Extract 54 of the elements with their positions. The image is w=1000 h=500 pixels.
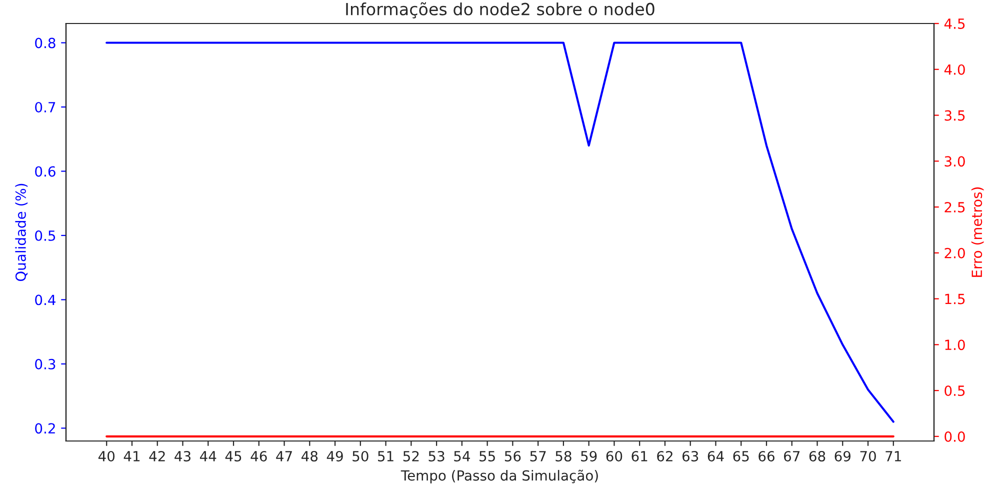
- x-tick-label: 56: [504, 450, 521, 462]
- x-tick-label: 65: [733, 450, 749, 462]
- x-tick-label: 62: [657, 450, 672, 462]
- x-tick-label: 43: [174, 450, 190, 462]
- x-tick-label: 45: [225, 451, 242, 462]
- x-tick-label: 51: [378, 451, 394, 462]
- x-tick-label: 68: [809, 450, 826, 462]
- x-axis-title: Tempo (Passo da Simulação): [400, 470, 598, 484]
- x-tick-label: 49: [326, 450, 343, 462]
- y-tick-label: 0.4: [35, 294, 56, 306]
- y-tick-label: 0.7: [35, 102, 56, 112]
- y-axis-title: Qualidade (%): [15, 184, 28, 282]
- x-tick-label: 57: [530, 451, 546, 462]
- y2-tick-label: 4.0: [944, 64, 965, 75]
- y2-axis-title: Erro (metros): [971, 187, 984, 277]
- y2-tick-label: 3.5: [944, 110, 965, 121]
- y-tick-label: 0.3: [35, 358, 56, 370]
- x-tick-label: 54: [454, 451, 470, 462]
- x-tick-label: 41: [124, 451, 140, 462]
- y2-tick-label: 2.0: [944, 248, 965, 258]
- y2-tick-label: 0.0: [944, 431, 965, 442]
- x-tick-label: 53: [428, 450, 444, 462]
- x-tick-label: 42: [149, 450, 165, 462]
- x-tick-label: 44: [200, 451, 216, 462]
- y2-tick-label: 2.5: [944, 202, 965, 212]
- x-tick-label: 63: [682, 450, 698, 462]
- y-tick-label: 0.8: [35, 38, 56, 48]
- x-tick-label: 66: [758, 450, 774, 462]
- x-tick-label: 48: [301, 450, 318, 462]
- x-tick-label: 61: [632, 450, 648, 462]
- x-tick-label: 60: [606, 450, 622, 462]
- x-tick-label: 47: [276, 451, 292, 462]
- x-tick-label: 50: [352, 450, 368, 462]
- x-tick-label: 59: [581, 450, 597, 462]
- x-tick-label: 69: [834, 450, 850, 462]
- x-tick-label: 55: [480, 451, 495, 462]
- y2-tick-label: 3.0: [944, 156, 965, 167]
- chart-title: Informações do node2 sobre o node0: [346, 2, 654, 18]
- x-tick-label: 64: [708, 450, 724, 462]
- y2-tick-label: 0.5: [944, 386, 965, 396]
- y-tick-label: 0.2: [35, 423, 55, 434]
- x-tick-label: 67: [784, 450, 800, 462]
- y2-tick-label: 1.0: [945, 340, 965, 350]
- y2-tick-label: 4.5: [944, 18, 965, 29]
- x-tick-label: 40: [98, 450, 115, 462]
- y2-tick-label: 1.5: [945, 294, 965, 304]
- x-tick-label: 46: [250, 450, 267, 462]
- x-tick-label: 71: [886, 451, 901, 462]
- y-tick-label: 0.6: [35, 166, 56, 177]
- y-tick-label: 0.5: [35, 230, 56, 241]
- x-tick-label: 58: [556, 450, 572, 462]
- x-tick-label: 70: [860, 450, 876, 462]
- x-tick-label: 52: [403, 450, 419, 462]
- line-series: [106, 42, 894, 423]
